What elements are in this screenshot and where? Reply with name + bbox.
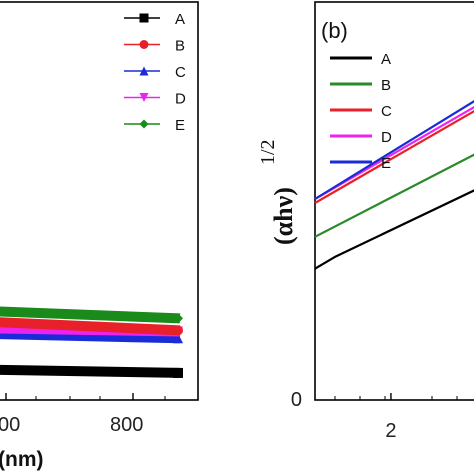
panel-a-legend-label: C <box>175 64 186 81</box>
panel-b-x-tick-label: 2 <box>385 420 396 442</box>
panel-b-y-axis-exponent: 1/2 <box>257 139 279 165</box>
panel-b-y-axis-title: (αhν) 1/2 <box>257 139 298 245</box>
panel-a-legend-swatch-marker <box>139 66 149 76</box>
panel-a-frame <box>0 1 199 401</box>
panel-a-legend-item-a: A <box>124 11 185 28</box>
panel-a-series <box>0 306 183 378</box>
panel-a-legend-label: D <box>175 91 186 108</box>
panel-b-series-a-line <box>314 189 474 270</box>
panel-a-legend-swatch-marker <box>139 119 149 129</box>
panel-a-series-a-line <box>0 364 181 378</box>
panel-a-series-c-marker <box>173 333 183 344</box>
panel-a-legend-label: E <box>175 117 185 134</box>
panel-a-series-b-marker <box>173 325 183 336</box>
panel-a-legend-item-c: C <box>124 64 186 81</box>
panel-a-x-ticks: 00 800 <box>0 393 166 436</box>
panel-a-legend-item-b: B <box>124 38 185 55</box>
panel-b-ticks: 20 <box>291 389 458 442</box>
panel-b-legend-item-d: D <box>330 129 392 146</box>
panel-b-legend-item-e: E <box>330 155 391 172</box>
panel-a-legend-swatch-marker <box>139 40 149 49</box>
panel-a-legend-swatch-marker <box>139 13 149 23</box>
panel-b-series-e-line <box>314 100 474 200</box>
panel-a-legend-label: A <box>175 11 185 28</box>
panel-b-label: (b) <box>321 18 348 43</box>
panel-a-x-axis-title: (nm) <box>0 448 44 471</box>
panel-b-legend-label: A <box>381 51 391 68</box>
panel-b-legend-label: C <box>381 103 392 120</box>
panel-a-x-tick-label: 800 <box>110 414 143 436</box>
panel-a-x-tick-label: 00 <box>0 414 20 436</box>
panel-b-y-axis-base: (αhν) <box>269 187 298 245</box>
panel-b-frame <box>314 1 474 401</box>
panel-b-series-c-line <box>314 109 474 204</box>
panel-a-series-e-line <box>0 306 181 324</box>
panel-a-series-a-marker <box>173 367 183 378</box>
panel-b-legend-item-a: A <box>330 51 391 68</box>
panel-a-legend-label: B <box>175 38 185 55</box>
panel-b-legend-label: B <box>381 77 391 94</box>
panel-b-legend-label: E <box>381 155 391 172</box>
panel-b-series-b-line <box>314 153 474 238</box>
panel-a-series-b-line <box>0 317 181 336</box>
panel-b-y-tick-label: 0 <box>291 389 302 411</box>
panel-a-series-c-line <box>0 329 181 344</box>
panel-b-legend-item-b: B <box>330 77 391 94</box>
panel-b-legend-item-c: C <box>330 103 392 120</box>
panel-a-legend-item-d: D <box>124 91 186 108</box>
panel-b-legend-label: D <box>381 129 392 146</box>
panel-a-series-e-marker <box>173 313 183 324</box>
panel-a-legend-swatch-marker <box>139 93 149 102</box>
panel-b-series <box>314 100 474 270</box>
panel-a-legend-item-e: E <box>124 117 185 134</box>
